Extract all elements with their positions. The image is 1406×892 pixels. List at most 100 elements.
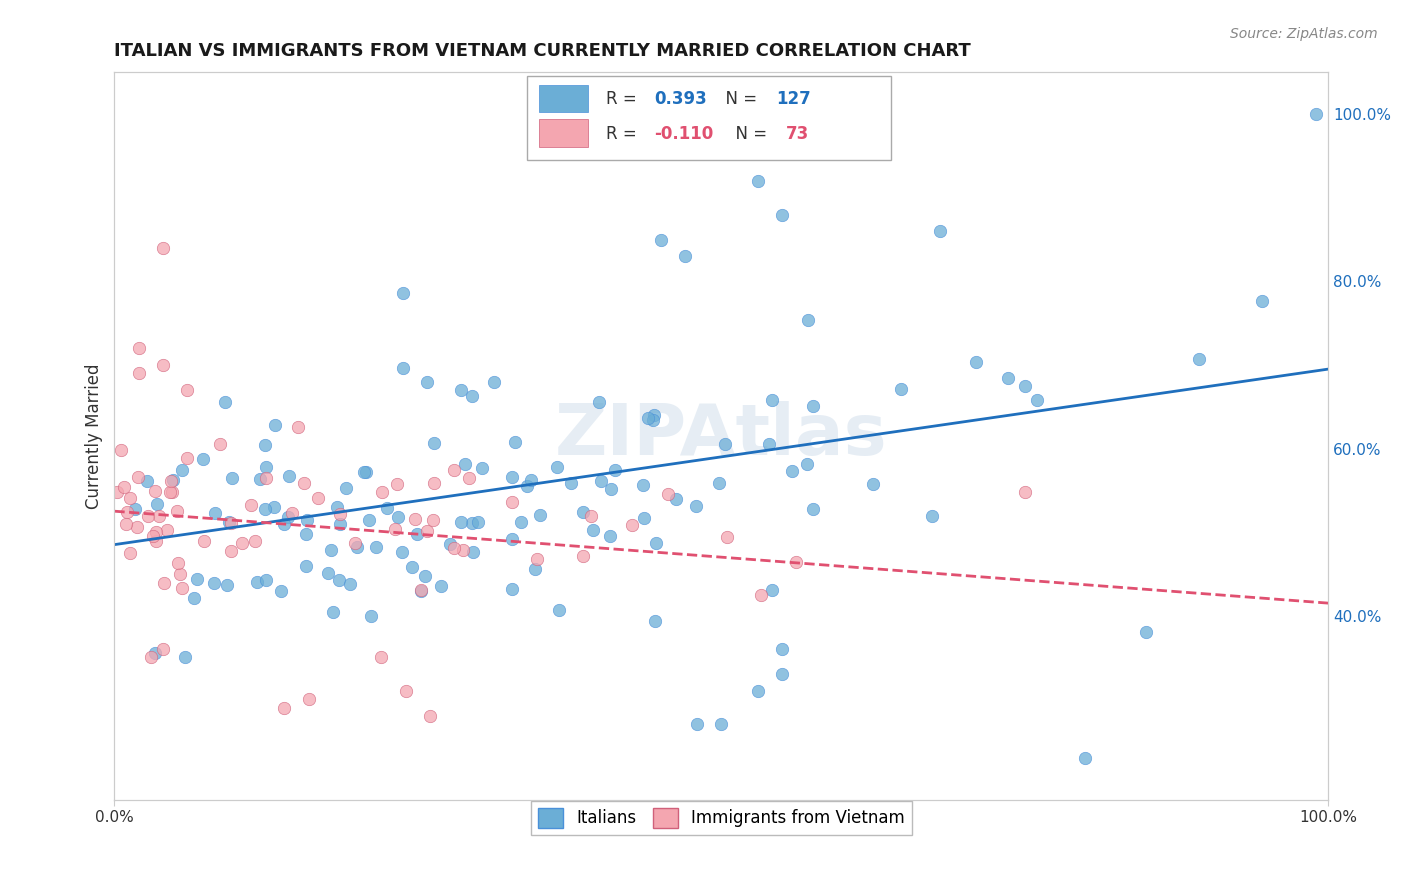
Point — [325, 500, 347, 515]
Point — [921, 508, 943, 523]
Point — [145, 525, 167, 540]
Point — [295, 559, 318, 574]
Point — [416, 375, 439, 389]
Point — [644, 614, 666, 628]
Point — [287, 420, 309, 434]
Point — [780, 464, 803, 478]
Point — [633, 478, 655, 492]
Point — [110, 442, 132, 457]
Point — [221, 471, 243, 485]
Point — [501, 495, 523, 509]
Point — [152, 241, 174, 255]
Point — [572, 549, 595, 564]
Point — [295, 527, 318, 541]
Point — [546, 460, 568, 475]
Point — [401, 559, 423, 574]
Point — [166, 503, 188, 517]
Point — [239, 498, 262, 512]
Point — [214, 395, 236, 409]
Point — [329, 507, 352, 521]
Point — [273, 516, 295, 531]
Point — [176, 450, 198, 465]
Point — [785, 555, 807, 569]
Text: ZIPAtlas: ZIPAtlas — [555, 401, 887, 470]
Point — [391, 545, 413, 559]
Point — [801, 399, 824, 413]
Bar — [540, 85, 588, 112]
FancyBboxPatch shape — [527, 76, 891, 160]
Point — [572, 505, 595, 519]
Point — [548, 603, 571, 617]
Point — [645, 536, 668, 550]
Point — [245, 533, 267, 548]
Point — [120, 491, 142, 505]
Point — [450, 383, 472, 397]
Point — [156, 524, 179, 538]
Point — [162, 473, 184, 487]
Point — [245, 574, 267, 589]
Point — [520, 474, 543, 488]
Point — [218, 516, 240, 530]
Point — [384, 522, 406, 536]
Point — [516, 479, 538, 493]
Point — [501, 582, 523, 596]
Point — [471, 461, 494, 475]
Point — [450, 515, 472, 529]
Point — [526, 552, 548, 566]
Point — [714, 437, 737, 451]
Point — [1074, 750, 1097, 764]
Point — [392, 286, 415, 301]
Point — [633, 511, 655, 525]
Text: -0.110: -0.110 — [655, 125, 714, 143]
Point — [319, 543, 342, 558]
Point — [404, 512, 426, 526]
Point — [461, 516, 484, 530]
Point — [346, 541, 368, 555]
Point — [461, 545, 484, 559]
Point — [231, 535, 253, 549]
Point — [605, 463, 627, 477]
Point — [1014, 485, 1036, 500]
Point — [747, 174, 769, 188]
Point — [328, 573, 350, 587]
Point — [263, 417, 285, 432]
Point — [152, 358, 174, 372]
Point — [209, 437, 232, 451]
Point — [249, 472, 271, 486]
Point — [761, 393, 783, 408]
Point — [641, 413, 664, 427]
Point — [591, 474, 613, 488]
Point — [1305, 107, 1327, 121]
Point — [524, 562, 547, 576]
Point — [215, 578, 238, 592]
Point — [451, 542, 474, 557]
Point — [599, 529, 621, 543]
Point — [600, 482, 623, 496]
Point — [145, 483, 167, 498]
Point — [439, 537, 461, 551]
Point — [686, 717, 709, 731]
Point — [637, 411, 659, 425]
Point — [254, 470, 277, 484]
Point — [620, 518, 643, 533]
Point — [443, 463, 465, 477]
Point — [423, 476, 446, 491]
Point — [254, 574, 277, 588]
Point — [503, 434, 526, 449]
Point — [416, 524, 439, 539]
Point — [770, 207, 793, 221]
Point — [143, 646, 166, 660]
Point — [415, 569, 437, 583]
Point — [112, 480, 135, 494]
Point — [657, 486, 679, 500]
Point — [716, 530, 738, 544]
Point — [153, 576, 176, 591]
Point — [529, 508, 551, 523]
Point — [344, 536, 367, 550]
Point — [770, 667, 793, 681]
Point — [387, 509, 409, 524]
Point — [406, 526, 429, 541]
Point — [307, 491, 329, 505]
Point — [364, 541, 387, 555]
Point — [484, 375, 506, 389]
